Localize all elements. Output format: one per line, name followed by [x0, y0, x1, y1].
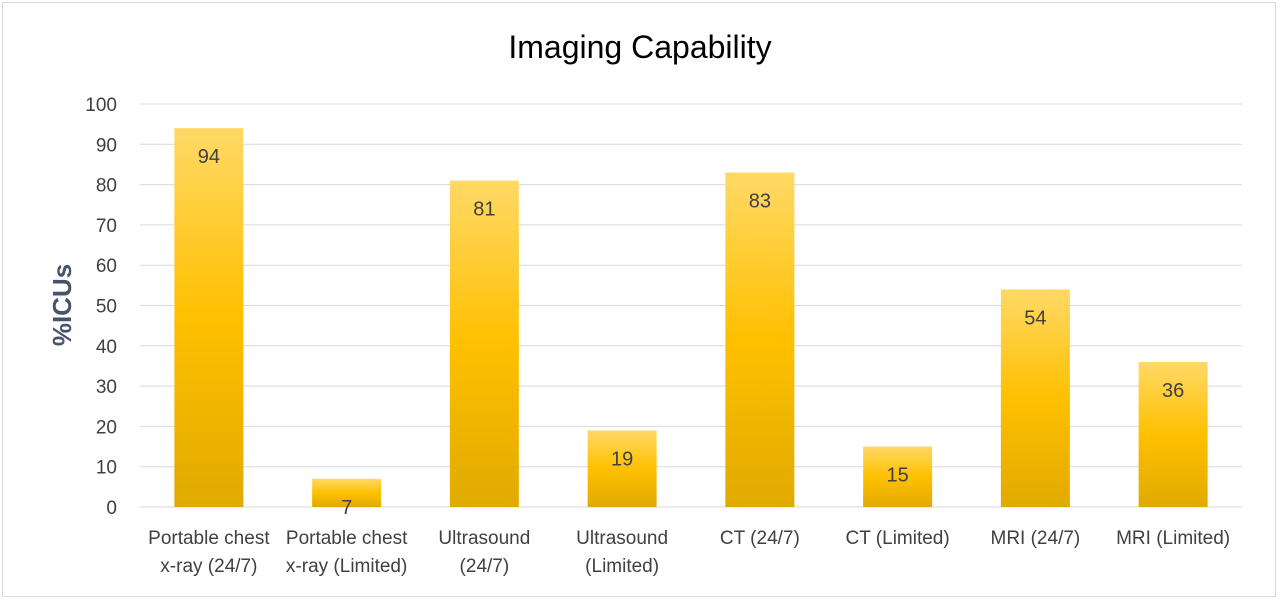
x-tick-label: Portable chest x-ray (Limited) — [286, 528, 408, 577]
bar — [312, 478, 382, 507]
x-tick-label: Ultrasound (24/7) — [438, 528, 530, 577]
data-label: 36 — [1162, 380, 1184, 402]
chart-title: Imaging Capability — [508, 29, 771, 65]
bar — [587, 430, 657, 507]
y-tick-label: 80 — [96, 176, 117, 197]
data-label: 83 — [749, 191, 771, 213]
y-tick-label: 20 — [96, 417, 117, 438]
y-tick-label: 90 — [96, 135, 117, 156]
data-labels: 94 7 81 19 83 15 54 36 — [198, 146, 1185, 519]
data-label: 81 — [473, 199, 495, 221]
gridlines — [140, 103, 1242, 508]
y-tick-label: 60 — [96, 256, 117, 277]
y-tick-label: 100 — [85, 95, 117, 116]
x-tick-label: MRI (Limited) — [1116, 528, 1230, 549]
x-tick-label: Ultrasound (Limited) — [576, 528, 668, 577]
y-tick-label: 10 — [96, 458, 117, 479]
y-tick-label: 50 — [96, 297, 117, 318]
y-tick-label: 0 — [106, 498, 117, 519]
bar — [1000, 289, 1070, 507]
x-tick-label: MRI (24/7) — [991, 528, 1081, 549]
y-axis-ticks: 0 10 20 30 40 50 60 70 80 90 100 — [85, 95, 117, 519]
bar — [863, 446, 933, 507]
data-label: 19 — [611, 448, 633, 470]
bars — [174, 128, 1208, 507]
bar — [174, 128, 244, 507]
bar — [725, 172, 795, 507]
y-tick-label: 70 — [96, 216, 117, 237]
y-tick-label: 30 — [96, 377, 117, 398]
bar — [1138, 361, 1208, 507]
data-label: 94 — [198, 146, 220, 168]
x-tick-label: CT (24/7) — [720, 528, 800, 549]
bar — [449, 180, 519, 507]
x-axis-ticks: Portable chest x-ray (24/7) Portable chest… — [148, 528, 1230, 577]
y-tick-label: 40 — [96, 337, 117, 358]
data-label: 15 — [887, 465, 909, 487]
data-label: 54 — [1024, 307, 1046, 329]
y-axis-label: %ICUs — [47, 264, 77, 346]
data-label: 7 — [341, 497, 352, 519]
x-tick-label: Portable chest x-ray (24/7) — [148, 528, 270, 577]
x-tick-label: CT (Limited) — [846, 528, 950, 549]
